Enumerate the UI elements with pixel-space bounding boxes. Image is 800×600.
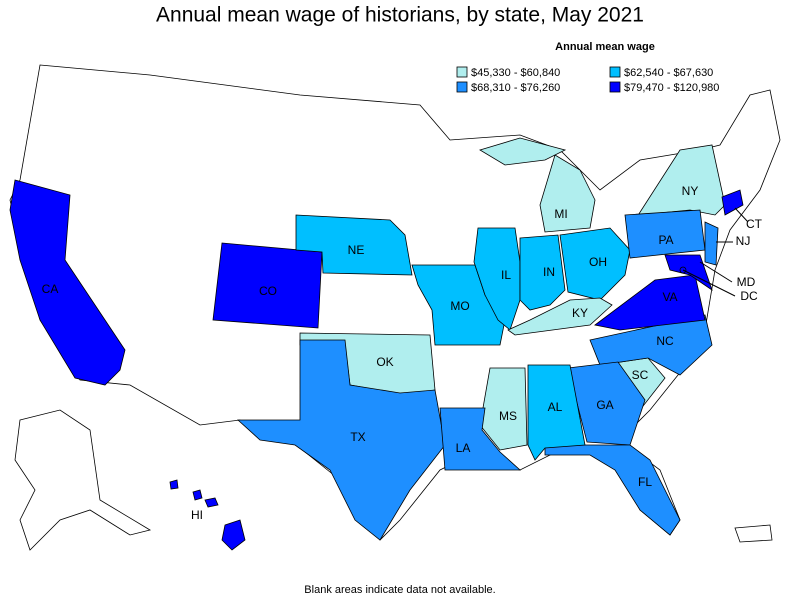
state-label: MO xyxy=(450,299,469,313)
state xyxy=(594,274,706,331)
state-label: HI xyxy=(191,508,203,522)
title: Annual mean wage of historians, by state… xyxy=(156,4,644,27)
leader-line xyxy=(682,269,736,297)
state-label: CO xyxy=(259,284,277,298)
footnote: Blank areas indicate data not available. xyxy=(304,584,495,596)
state-label: MI xyxy=(554,207,567,221)
state xyxy=(295,214,413,276)
state-label: VA xyxy=(662,290,677,304)
legend-label: $62,540 - $67,630 xyxy=(624,67,713,79)
leader-line xyxy=(699,261,733,283)
state-label: IL xyxy=(501,268,511,282)
state xyxy=(721,189,744,216)
state xyxy=(169,479,179,490)
leader-line xyxy=(734,207,749,223)
state-label: CA xyxy=(42,282,59,296)
state-label: FL xyxy=(638,475,652,489)
state-label: DC xyxy=(740,289,758,303)
state-label: NE xyxy=(348,243,365,257)
state-label: KY xyxy=(572,306,588,320)
state-label: MD xyxy=(737,275,756,289)
state-label: PA xyxy=(658,233,673,247)
state-label: LA xyxy=(456,441,471,455)
state xyxy=(212,242,323,329)
state-label: GA xyxy=(596,398,613,412)
state-label: SC xyxy=(632,368,649,382)
legend-swatch xyxy=(456,81,468,93)
states xyxy=(9,137,744,551)
legend-swatch xyxy=(456,66,468,78)
state xyxy=(192,489,203,501)
state xyxy=(479,137,567,166)
legend-swatch xyxy=(609,81,621,93)
state-label: IN xyxy=(543,265,555,279)
state xyxy=(507,297,613,336)
state xyxy=(236,339,446,541)
state xyxy=(527,364,586,461)
state xyxy=(439,407,522,471)
state xyxy=(9,179,126,386)
state-label: TX xyxy=(350,430,365,444)
labels: CA CO NE MO IL IN OH MI NY KY OK MS SC P… xyxy=(42,184,763,522)
legend-swatch xyxy=(609,66,621,78)
state-label: MS xyxy=(499,409,517,423)
state-label: OK xyxy=(376,355,393,369)
state xyxy=(221,519,246,551)
state-label: NJ xyxy=(736,234,751,248)
legend-title: Annual mean wage xyxy=(555,41,655,53)
state-label: OH xyxy=(589,255,607,269)
puerto-rico xyxy=(734,524,773,543)
state-label: NY xyxy=(682,184,699,198)
state xyxy=(559,227,631,301)
state-label: CT xyxy=(746,217,763,231)
state xyxy=(204,497,219,508)
legend-label: $79,470 - $120,980 xyxy=(624,82,719,94)
state xyxy=(544,444,681,536)
state-label: AL xyxy=(548,400,563,414)
state xyxy=(519,234,566,311)
state xyxy=(567,361,646,446)
alaska xyxy=(14,409,152,551)
state-label: NC xyxy=(656,334,674,348)
state xyxy=(704,221,719,266)
legend-label: $68,310 - $76,260 xyxy=(471,82,560,94)
legend-label: $45,330 - $60,840 xyxy=(471,67,560,79)
